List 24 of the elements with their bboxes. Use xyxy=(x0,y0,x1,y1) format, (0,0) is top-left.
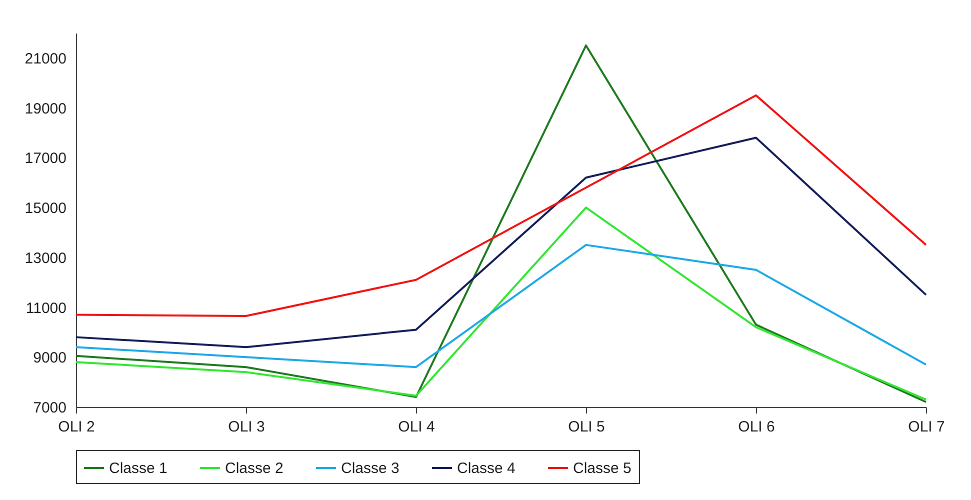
line-series xyxy=(75,136,927,348)
y-tick-label: 9000 xyxy=(33,350,66,367)
line-series xyxy=(75,244,927,368)
y-tick-label: 13000 xyxy=(24,250,66,267)
line-series xyxy=(75,206,927,401)
line-series xyxy=(75,94,927,317)
line-series xyxy=(75,44,927,404)
legend-label: Classe 1 xyxy=(109,460,168,477)
y-tick-label: 17000 xyxy=(24,150,66,168)
y-tick-label: 15000 xyxy=(24,200,66,218)
x-tick-label: OLI 5 xyxy=(568,418,605,436)
y-tick-label: 19000 xyxy=(24,100,66,118)
y-tick-label: 21000 xyxy=(24,50,66,68)
y-tick-label: 7000 xyxy=(33,400,66,416)
legend-label: Classe 4 xyxy=(457,460,516,477)
x-tick-label: OLI 7 xyxy=(908,418,945,436)
legend-label: Classe 2 xyxy=(225,460,284,477)
x-tick-label: OLI 6 xyxy=(738,418,775,436)
x-tick-label: OLI 2 xyxy=(58,418,95,436)
legend-label: Classe 3 xyxy=(341,460,400,477)
y-tick-label: 11000 xyxy=(26,300,66,317)
x-tick-label: OLI 3 xyxy=(228,418,265,436)
legend-label: Classe 5 xyxy=(573,460,632,477)
x-tick-label: OLI 4 xyxy=(398,418,435,436)
